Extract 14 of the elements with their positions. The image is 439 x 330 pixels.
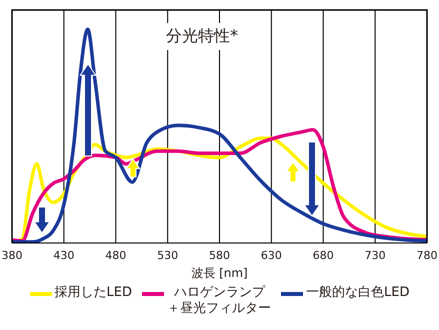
chart-title: 分光特性* xyxy=(160,23,244,50)
x-tick-label: 530 xyxy=(157,248,178,262)
x-axis-title: 波長 [nm] xyxy=(190,265,249,282)
x-tick-label: 630 xyxy=(260,248,282,262)
legend-label: 一般的な白色LED xyxy=(306,285,410,301)
legend-label: ハロゲンランプ＋昼光フィルター xyxy=(167,285,271,317)
x-tick-label: 780 xyxy=(416,248,438,262)
x-tick-label: 430 xyxy=(53,248,74,262)
x-tick-label: 480 xyxy=(105,248,126,262)
legend-label: 採用したLED xyxy=(54,285,132,301)
x-tick-label: 380 xyxy=(2,248,22,262)
x-tick-label: 680 xyxy=(312,248,334,262)
x-tick-label: 730 xyxy=(364,248,386,262)
x-tick-label: 580 xyxy=(209,248,230,262)
